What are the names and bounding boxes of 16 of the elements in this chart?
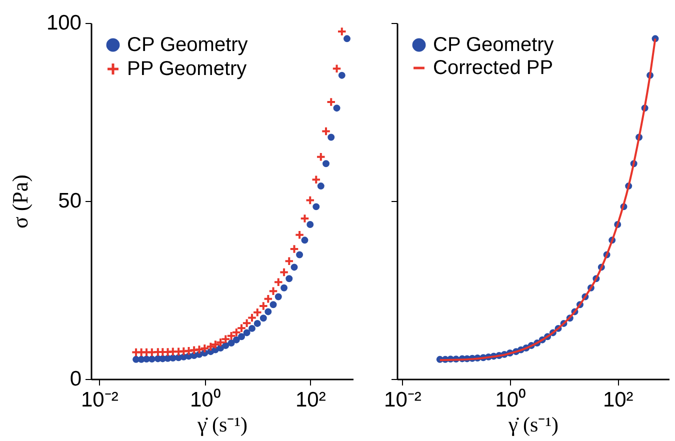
legend-label: CP Geometry [127, 34, 248, 56]
x-tick-label: 10² [602, 388, 634, 412]
y-axis-title: σ (Pa) [7, 174, 32, 229]
x-tick-label: 10⁻² [384, 388, 422, 412]
x-tick-label: 10⁻² [80, 388, 118, 412]
x-axis-title: γ̇ (s⁻¹) [196, 412, 248, 436]
legend-label: Corrected PP [433, 57, 554, 79]
x-tick-label: 10⁰ [495, 388, 526, 412]
y-tick-label: 100 [46, 12, 82, 34]
legend-label: CP Geometry [433, 34, 554, 56]
y-tick-label: 0 [70, 368, 82, 390]
x-axis-title: γ̇ (s⁻¹) [508, 412, 558, 436]
legend-label: PP Geometry [127, 58, 247, 80]
x-tick-label: 10² [295, 388, 326, 412]
y-tick-label: 50 [58, 190, 82, 212]
x-tick-label: 10⁰ [190, 388, 220, 412]
